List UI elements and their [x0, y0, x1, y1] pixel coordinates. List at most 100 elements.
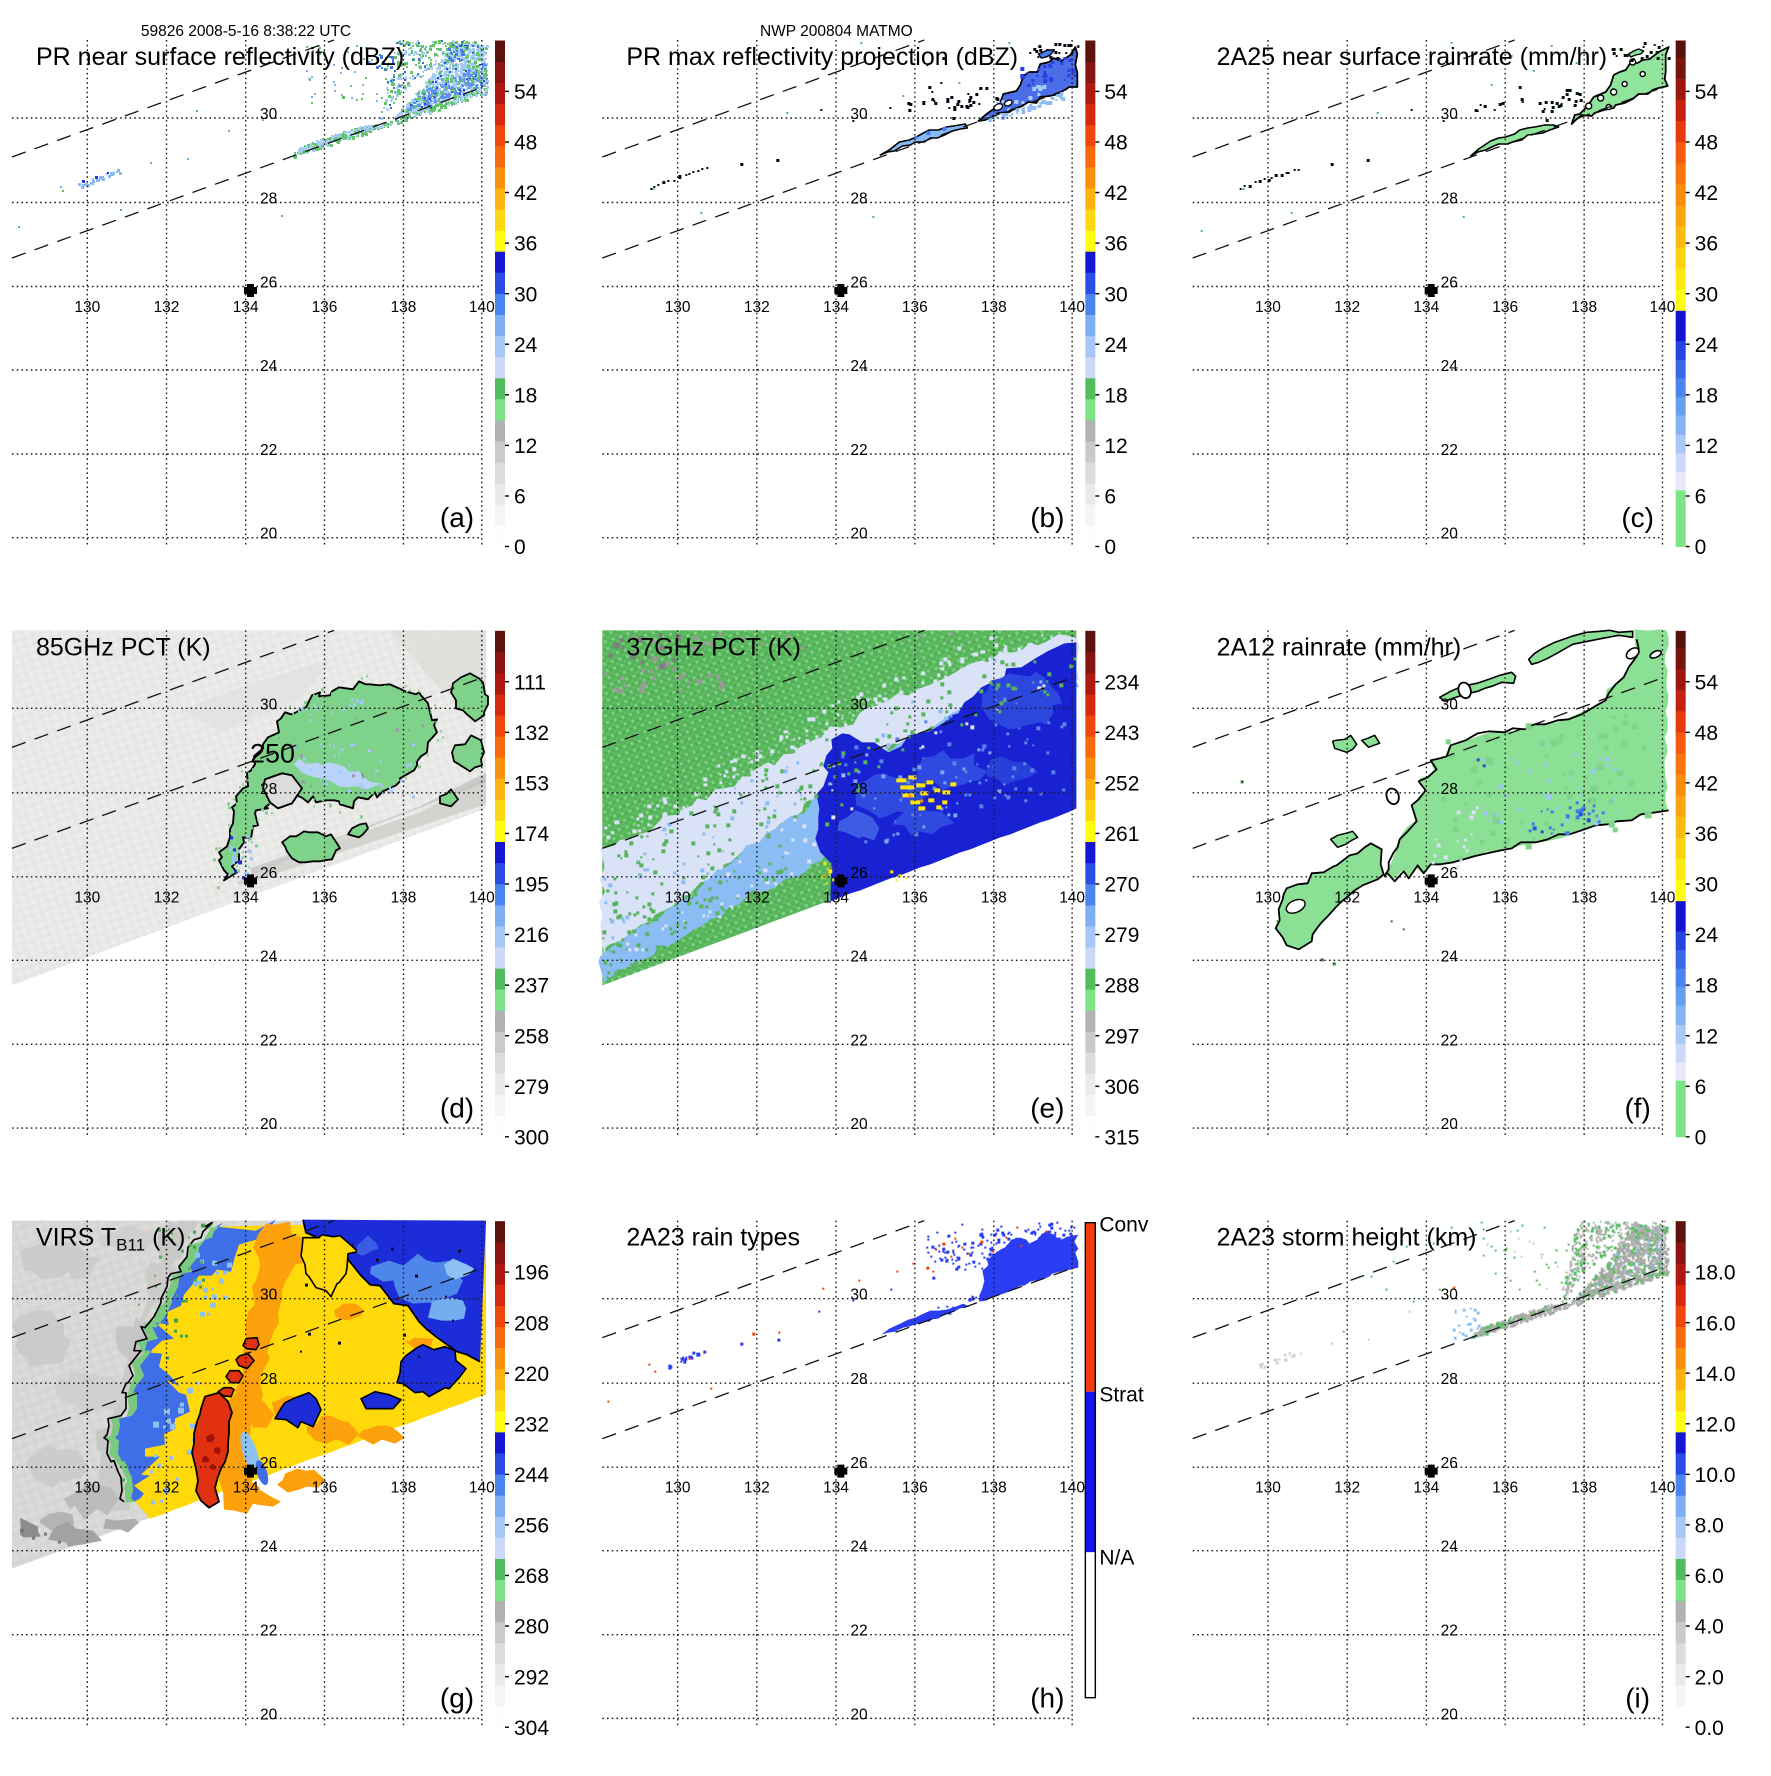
- svg-text:PR near surface reflectivity (: PR near surface reflectivity (dBZ): [36, 43, 404, 71]
- svg-text:153: 153: [514, 772, 549, 795]
- svg-text:130: 130: [74, 889, 100, 906]
- svg-text:26: 26: [1441, 1455, 1458, 1472]
- svg-text:24: 24: [1695, 924, 1719, 947]
- svg-text:130: 130: [665, 299, 691, 316]
- svg-text:2.0: 2.0: [1695, 1666, 1724, 1689]
- svg-text:134: 134: [233, 1480, 259, 1497]
- svg-text:136: 136: [1492, 1480, 1518, 1497]
- svg-text:22: 22: [260, 1032, 277, 1049]
- svg-text:237: 237: [514, 975, 549, 998]
- svg-text:134: 134: [823, 1480, 849, 1497]
- svg-text:PR max reflectivity projection: PR max reflectivity projection (dBZ): [626, 43, 1018, 71]
- svg-text:48: 48: [1695, 722, 1718, 745]
- svg-text:22: 22: [1441, 1032, 1458, 1049]
- svg-text:30: 30: [260, 1287, 278, 1304]
- svg-text:24: 24: [850, 948, 868, 965]
- svg-text:28: 28: [260, 781, 277, 798]
- svg-text:20: 20: [1441, 1116, 1459, 1133]
- svg-text:36: 36: [1104, 233, 1127, 256]
- svg-text:2A23 rain types: 2A23 rain types: [626, 1224, 800, 1252]
- svg-text:244: 244: [514, 1464, 549, 1487]
- svg-text:30: 30: [1695, 874, 1718, 897]
- svg-text:0: 0: [1695, 1126, 1707, 1149]
- svg-text:20: 20: [1441, 1706, 1459, 1723]
- svg-text:6: 6: [1695, 1076, 1707, 1099]
- svg-text:30: 30: [514, 283, 537, 306]
- svg-text:54: 54: [1695, 671, 1719, 694]
- svg-text:26: 26: [850, 865, 867, 882]
- svg-text:54: 54: [514, 81, 538, 104]
- svg-text:30: 30: [1441, 106, 1459, 123]
- svg-text:134: 134: [1413, 889, 1439, 906]
- svg-text:24: 24: [260, 1539, 278, 1556]
- svg-text:30: 30: [1104, 283, 1127, 306]
- svg-text:140: 140: [469, 299, 495, 316]
- svg-text:280: 280: [514, 1616, 549, 1639]
- svg-text:279: 279: [1104, 924, 1139, 947]
- svg-text:130: 130: [1255, 1480, 1281, 1497]
- svg-text:28: 28: [260, 191, 277, 208]
- svg-text:140: 140: [1650, 889, 1676, 906]
- svg-text:28: 28: [850, 191, 867, 208]
- svg-text:132: 132: [744, 1480, 770, 1497]
- svg-text:20: 20: [850, 526, 868, 543]
- svg-text:132: 132: [154, 1480, 180, 1497]
- svg-text:132: 132: [1334, 299, 1360, 316]
- svg-text:140: 140: [1059, 1480, 1085, 1497]
- svg-text:30: 30: [1695, 283, 1718, 306]
- svg-text:36: 36: [1695, 233, 1718, 256]
- svg-text:Strat: Strat: [1099, 1384, 1144, 1407]
- svg-text:174: 174: [514, 823, 549, 846]
- svg-text:24: 24: [1104, 334, 1128, 357]
- svg-text:30: 30: [850, 106, 868, 123]
- svg-text:6: 6: [1104, 486, 1116, 509]
- svg-text:30: 30: [1441, 1287, 1459, 1304]
- svg-text:256: 256: [514, 1515, 549, 1538]
- svg-text:0: 0: [514, 536, 526, 559]
- svg-text:26: 26: [260, 275, 277, 292]
- svg-text:20: 20: [1441, 526, 1459, 543]
- svg-text:270: 270: [1104, 874, 1139, 897]
- svg-text:268: 268: [514, 1565, 549, 1588]
- svg-text:NWP 200804 MATMO: NWP 200804 MATMO: [760, 23, 913, 40]
- svg-text:140: 140: [1650, 299, 1676, 316]
- svg-text:54: 54: [1695, 81, 1719, 104]
- svg-text:28: 28: [1441, 781, 1458, 798]
- svg-text:140: 140: [1059, 299, 1085, 316]
- svg-text:14.0: 14.0: [1695, 1363, 1736, 1386]
- svg-text:12: 12: [1695, 1025, 1718, 1048]
- svg-text:0: 0: [1104, 536, 1116, 559]
- svg-text:24: 24: [850, 1539, 868, 1556]
- svg-text:138: 138: [391, 299, 417, 316]
- svg-text:12: 12: [514, 435, 537, 458]
- svg-text:26: 26: [1441, 865, 1458, 882]
- svg-text:130: 130: [665, 1480, 691, 1497]
- svg-text:10.0: 10.0: [1695, 1464, 1736, 1487]
- svg-text:18: 18: [514, 384, 537, 407]
- svg-text:2A23 storm height (km): 2A23 storm height (km): [1217, 1224, 1477, 1252]
- svg-text:138: 138: [981, 1480, 1007, 1497]
- svg-text:VIRS TB11 (K): VIRS TB11 (K): [36, 1224, 185, 1255]
- svg-text:136: 136: [902, 299, 928, 316]
- svg-text:2A25 near surface rainrate (mm: 2A25 near surface rainrate (mm/hr): [1217, 43, 1607, 71]
- svg-text:30: 30: [260, 106, 278, 123]
- svg-text:134: 134: [233, 299, 259, 316]
- svg-text:132: 132: [154, 299, 180, 316]
- svg-text:85GHz PCT (K): 85GHz PCT (K): [36, 633, 211, 661]
- svg-text:130: 130: [1255, 889, 1281, 906]
- svg-text:22: 22: [850, 1032, 867, 1049]
- svg-text:30: 30: [260, 696, 278, 713]
- svg-text:24: 24: [1695, 334, 1719, 357]
- svg-text:300: 300: [514, 1126, 549, 1149]
- svg-text:140: 140: [469, 1480, 495, 1497]
- svg-text:138: 138: [391, 1480, 417, 1497]
- svg-text:16.0: 16.0: [1695, 1312, 1736, 1335]
- svg-text:134: 134: [1413, 299, 1439, 316]
- svg-text:24: 24: [260, 358, 278, 375]
- svg-text:138: 138: [1571, 1480, 1597, 1497]
- svg-text:28: 28: [850, 1371, 867, 1388]
- svg-text:26: 26: [260, 865, 277, 882]
- svg-text:130: 130: [665, 889, 691, 906]
- svg-text:4.0: 4.0: [1695, 1616, 1724, 1639]
- svg-text:22: 22: [1441, 442, 1458, 459]
